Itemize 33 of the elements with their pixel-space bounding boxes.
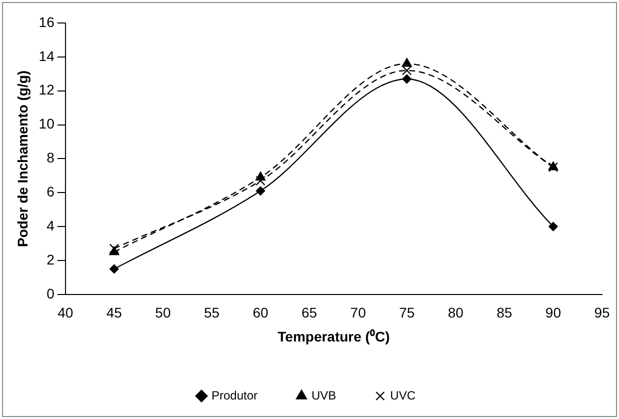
y-tick-label: 2 xyxy=(46,251,55,268)
y-tick-label: 0 xyxy=(46,285,55,302)
y-tick-label: 6 xyxy=(46,183,55,200)
point xyxy=(402,58,412,67)
y-tick-label: 8 xyxy=(46,150,55,166)
point xyxy=(256,176,266,186)
y-tick-label: 10 xyxy=(38,116,55,132)
x-tick-label: 45 xyxy=(106,304,122,321)
x-tick-label: 65 xyxy=(302,304,318,321)
y-tick-label: 12 xyxy=(38,82,55,98)
y-tick-label: 4 xyxy=(46,217,55,234)
x-tick-label: 50 xyxy=(155,304,171,321)
legend-label: UVC xyxy=(390,388,416,402)
point xyxy=(548,222,558,232)
x-tick-label: 40 xyxy=(58,304,74,321)
x-tick-label: 80 xyxy=(448,304,464,321)
point xyxy=(110,264,119,274)
point xyxy=(402,74,412,84)
point xyxy=(256,186,266,196)
x-tick-label: 75 xyxy=(399,304,415,321)
y-axis-title: Poder de Inchamento (g/g) xyxy=(14,70,30,247)
legend-label: Produtor xyxy=(211,388,258,402)
x-tick-label: 55 xyxy=(204,304,220,321)
x-tick-label: 60 xyxy=(252,304,269,321)
y-tick-label: 14 xyxy=(38,48,55,64)
x-tick-label: 85 xyxy=(496,304,512,321)
x-axis-title: Temperature (⁰C) xyxy=(278,328,390,344)
point xyxy=(402,66,412,76)
x-tick-label: 95 xyxy=(594,304,610,321)
y-tick-label: 16 xyxy=(38,14,55,30)
x-tick-label: 70 xyxy=(350,304,366,321)
x-tick-label: 90 xyxy=(545,304,562,321)
legend-label: UVB xyxy=(312,388,336,402)
